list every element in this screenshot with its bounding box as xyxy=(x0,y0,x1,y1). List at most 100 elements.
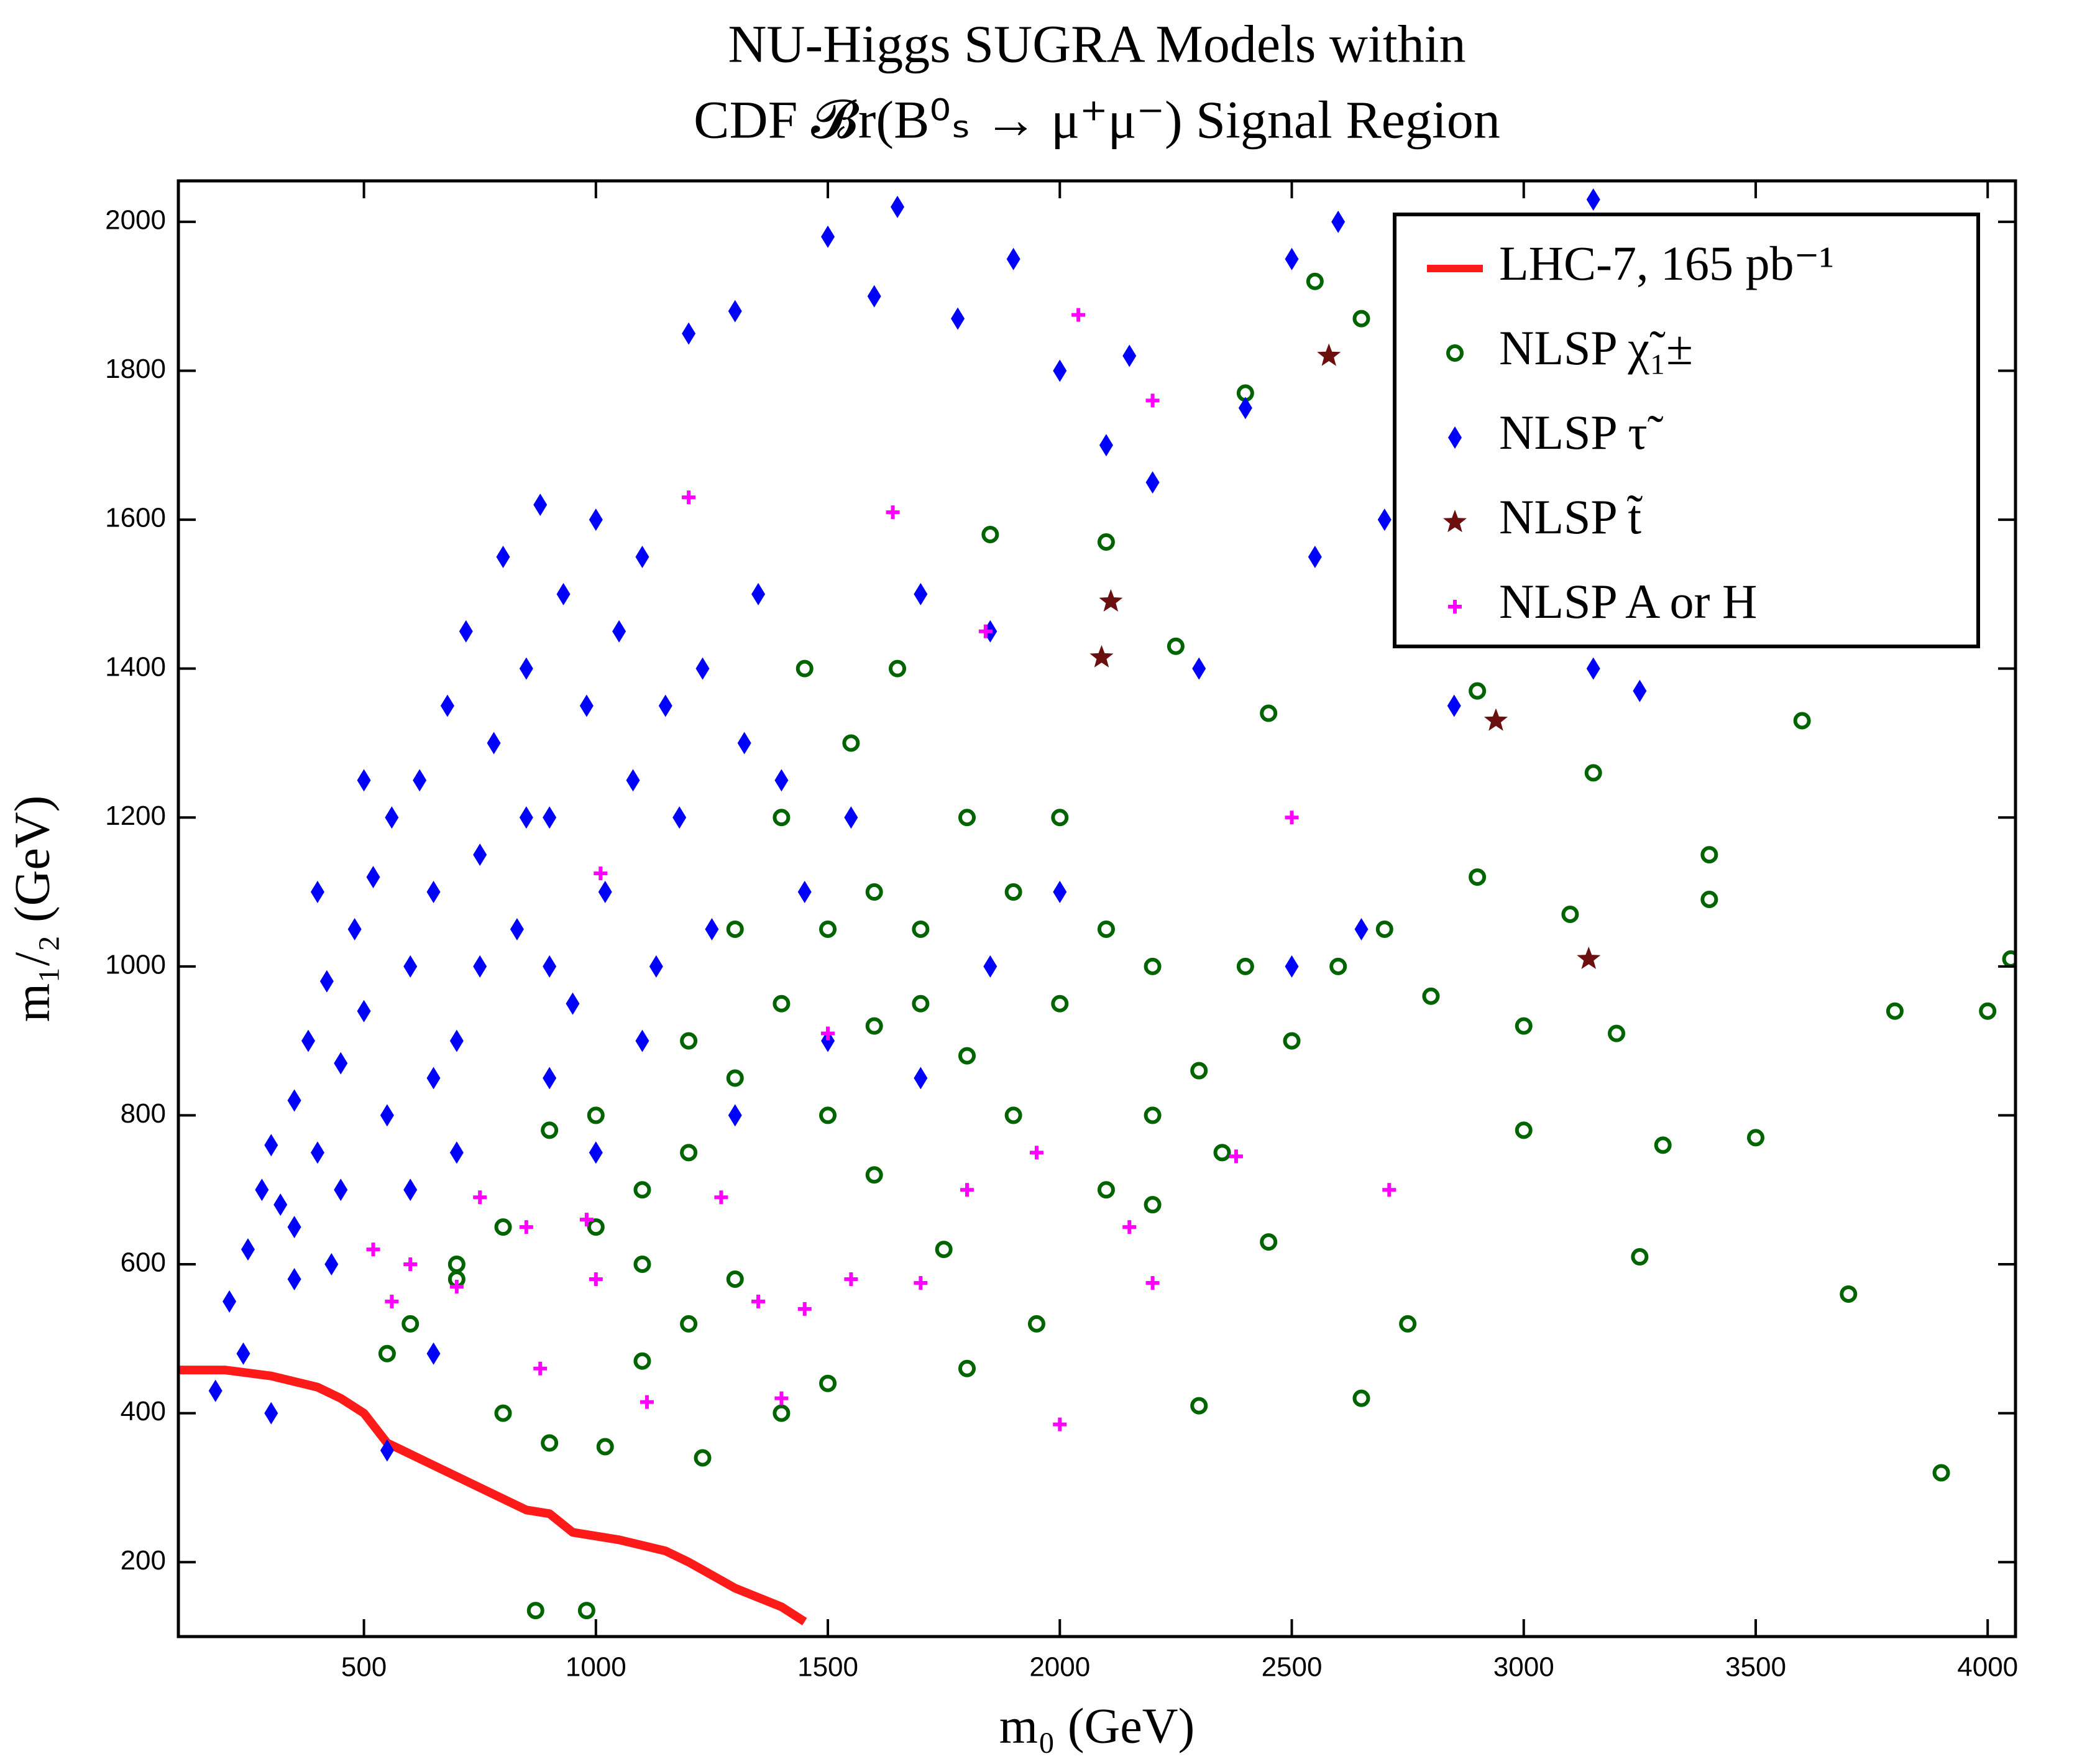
diamond-point xyxy=(403,1178,418,1201)
diamond-point xyxy=(1053,359,1067,382)
diamond-point xyxy=(1285,247,1299,270)
circle-point xyxy=(726,1270,744,1288)
x-tick-label: 2000 xyxy=(1029,1652,1090,1683)
diamond-point xyxy=(1354,917,1369,940)
plus-point xyxy=(473,1190,487,1205)
circle-point xyxy=(1375,920,1393,938)
diamond-point xyxy=(1099,434,1113,457)
plus-point xyxy=(533,1361,548,1376)
plus-point xyxy=(1053,1417,1067,1431)
circle-point xyxy=(796,659,814,678)
circle-point xyxy=(773,809,791,827)
circle-point xyxy=(1932,1464,1950,1482)
diamond-point xyxy=(1448,426,1462,449)
diamond-point xyxy=(1331,210,1346,233)
circle-point xyxy=(1167,637,1185,655)
plus-point xyxy=(1229,1149,1243,1164)
diamond-point xyxy=(273,1193,288,1216)
diamond-point xyxy=(287,1089,301,1112)
circle-point xyxy=(1979,1002,1997,1020)
diamond-point xyxy=(287,1216,301,1239)
plus-point xyxy=(751,1294,766,1308)
diamond-point xyxy=(821,225,835,248)
diamond-point xyxy=(236,1342,250,1365)
y-tick-label: 1400 xyxy=(105,651,166,682)
diamond-point xyxy=(440,694,454,717)
plus-point xyxy=(914,1275,928,1290)
plus-point xyxy=(1122,1220,1137,1234)
circle-point xyxy=(694,1449,712,1467)
plus-point xyxy=(403,1257,418,1272)
plus-point xyxy=(449,1279,464,1293)
circle-point xyxy=(1097,533,1115,551)
diamond-point xyxy=(287,1267,301,1290)
diamond-point xyxy=(1447,694,1461,717)
diamond-point xyxy=(496,545,510,568)
diamond-point xyxy=(1308,545,1322,568)
circle-point xyxy=(1306,272,1324,290)
circle-point xyxy=(1027,1315,1045,1333)
diamond-point xyxy=(347,917,362,940)
circle-point xyxy=(958,1359,976,1377)
diamond-point xyxy=(566,992,580,1015)
diamond-point xyxy=(208,1379,222,1402)
diamond-point xyxy=(1285,955,1299,978)
diamond-point xyxy=(264,1402,278,1425)
star-point xyxy=(1484,708,1508,731)
x-tick-label: 2500 xyxy=(1262,1652,1323,1683)
x-tick-label: 1000 xyxy=(566,1652,626,1683)
x-tick-label: 4000 xyxy=(1957,1652,2018,1683)
plus-point xyxy=(844,1272,858,1286)
circle-point xyxy=(773,995,791,1013)
diamond-point xyxy=(426,881,441,904)
diamond-point xyxy=(914,582,928,605)
circle-point xyxy=(1004,1106,1022,1124)
legend-label: NLSP A or H xyxy=(1499,574,1757,628)
axes: 500 1000 1500 2000 2500 3000 3500 4000 200 400 600… xyxy=(105,179,2018,1683)
diamond-point xyxy=(543,955,557,978)
diamond-point xyxy=(403,955,418,978)
diamond-point xyxy=(222,1290,237,1313)
diamond-point xyxy=(951,307,965,330)
circle-point xyxy=(1793,712,1811,730)
diamond-point xyxy=(241,1238,255,1261)
y-tick-label: 400 xyxy=(121,1396,166,1426)
diamond-point xyxy=(705,917,719,940)
circle-point xyxy=(1631,1248,1649,1266)
diamond-point xyxy=(426,1067,441,1090)
diamond-point xyxy=(612,620,626,643)
diamond-point xyxy=(728,300,742,323)
circle-point xyxy=(1097,1181,1115,1199)
plus-point xyxy=(797,1302,812,1316)
circle-point xyxy=(1329,957,1347,975)
diamond-point xyxy=(1377,508,1392,531)
diamond-point xyxy=(579,694,594,717)
plus-point xyxy=(886,505,900,520)
circle-point xyxy=(1584,764,1602,782)
circle-point xyxy=(587,1106,605,1124)
y-tick-label: 2000 xyxy=(105,205,166,236)
diamond-point xyxy=(1238,397,1252,420)
diamond-point xyxy=(310,881,324,904)
y-tick-label: 1200 xyxy=(105,801,166,831)
circle-point xyxy=(889,659,907,678)
circle-point xyxy=(1051,995,1069,1013)
circle-point xyxy=(526,1602,544,1620)
plus-point xyxy=(579,1213,594,1227)
circle-point xyxy=(1515,1121,1533,1139)
diamond-point xyxy=(255,1178,269,1201)
circle-point xyxy=(865,1017,883,1035)
plus-point xyxy=(960,1183,974,1197)
circle-point xyxy=(1654,1136,1672,1154)
diamond-point xyxy=(380,1104,394,1127)
circle-point xyxy=(1144,1196,1162,1214)
circle-point xyxy=(1746,1129,1764,1147)
circle-point xyxy=(726,920,744,938)
circle-point xyxy=(1352,1389,1370,1407)
circle-point xyxy=(1422,987,1440,1005)
circle-point xyxy=(773,1404,791,1422)
diamond-point xyxy=(543,1067,557,1090)
circle-point xyxy=(819,920,837,938)
diamond-point xyxy=(1586,657,1600,680)
diamond-point xyxy=(797,881,812,904)
